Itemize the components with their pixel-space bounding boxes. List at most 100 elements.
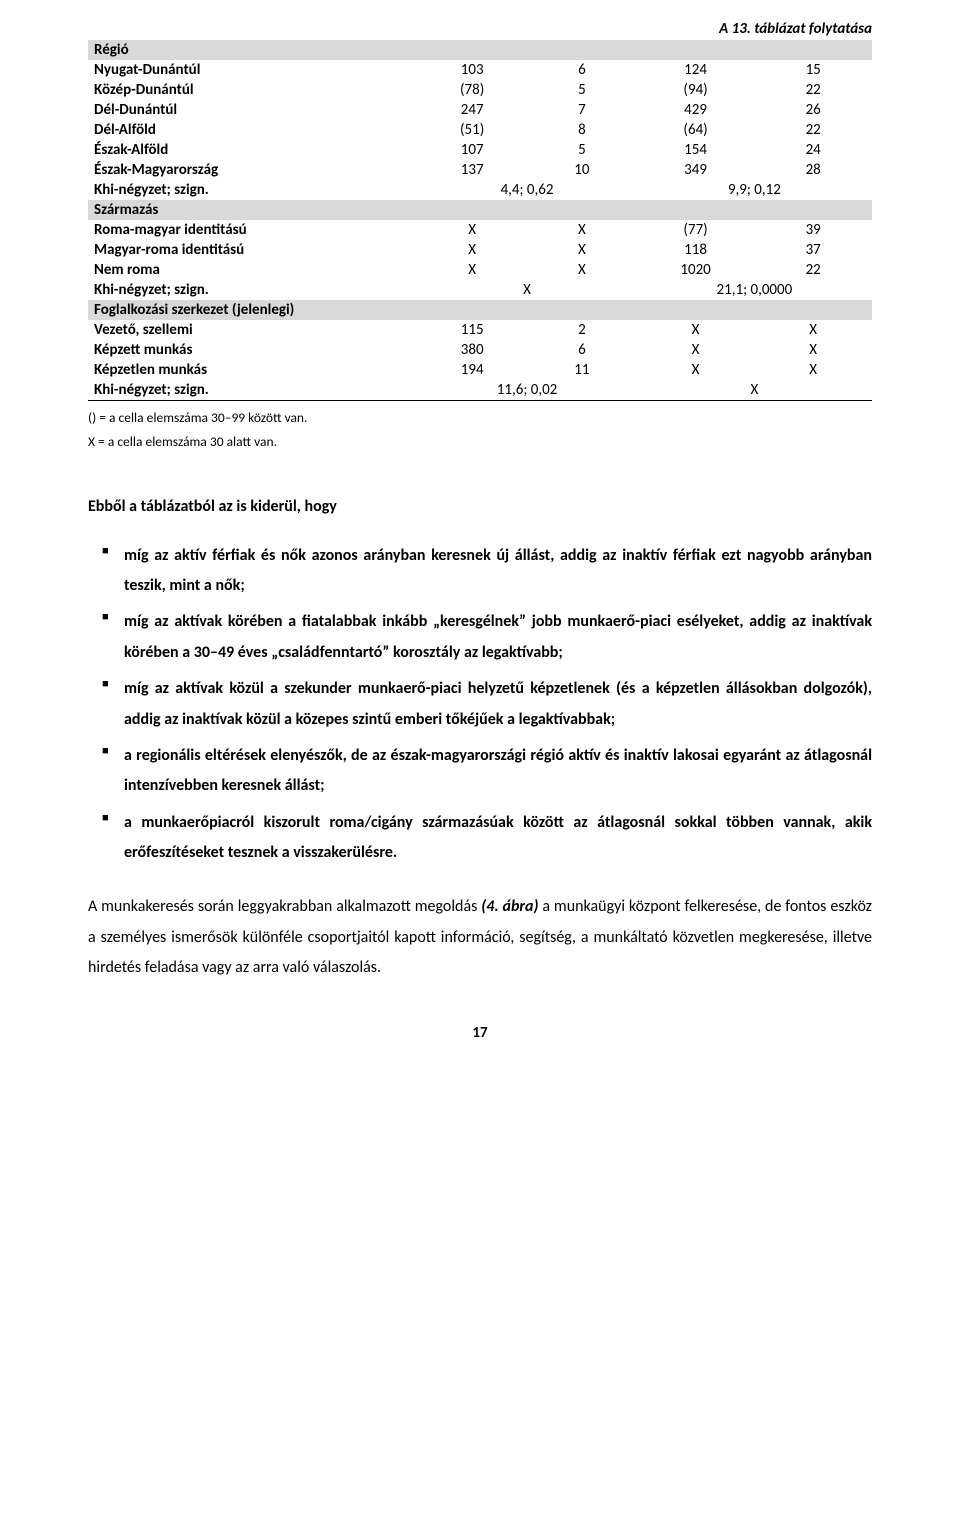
row-label: Dél-Alföld (88, 120, 417, 140)
cell: (51) (417, 120, 527, 140)
khi-right: 9,9; 0,12 (637, 180, 872, 200)
cell: 28 (754, 160, 872, 180)
cell: 6 (527, 60, 637, 80)
cell: 5 (527, 140, 637, 160)
table-continuation-title: A 13. táblázat folytatása (88, 20, 872, 38)
cell: 107 (417, 140, 527, 160)
cell: 103 (417, 60, 527, 80)
cell: X (637, 320, 755, 340)
cell: X (754, 320, 872, 340)
cell: 7 (527, 100, 637, 120)
table-row: Képzett munkás3806XX (88, 340, 872, 360)
row-label: Nem roma (88, 260, 417, 280)
khi-row: Khi-négyzet; szign.4,4; 0,629,9; 0,12 (88, 180, 872, 200)
cell: (78) (417, 80, 527, 100)
row-label: Roma-magyar identitású (88, 220, 417, 240)
cell: X (637, 340, 755, 360)
cell: 15 (754, 60, 872, 80)
cell: X (637, 360, 755, 380)
bullet-list: míg az aktív férfiak és nők azonos arány… (88, 541, 872, 869)
khi-right: X (637, 380, 872, 401)
body-text: Ebből a táblázatból az is kiderül, hogy … (88, 492, 872, 983)
row-label: Magyar-roma identitású (88, 240, 417, 260)
khi-left: 11,6; 0,02 (417, 380, 637, 401)
cell: 349 (637, 160, 755, 180)
row-label: Közép-Dunántúl (88, 80, 417, 100)
cell: 380 (417, 340, 527, 360)
cell: 11 (527, 360, 637, 380)
khi-row: Khi-négyzet; szign.X21,1; 0,0000 (88, 280, 872, 300)
table-row: Dél-Dunántúl247742926 (88, 100, 872, 120)
cell: X (417, 240, 527, 260)
row-label: Észak-Alföld (88, 140, 417, 160)
cell: 1020 (637, 260, 755, 280)
bullet-item: míg az aktívak közül a szekunder munkaer… (88, 674, 872, 735)
table-note: () = a cella elemszáma 30–99 között van. (88, 407, 872, 429)
table-row: Észak-Magyarország1371034928 (88, 160, 872, 180)
row-label: Észak-Magyarország (88, 160, 417, 180)
data-table: RégióNyugat-Dunántúl103612415Közép-Dunán… (88, 40, 872, 401)
table-row: Közép-Dunántúl(78)5(94)22 (88, 80, 872, 100)
khi-row: Khi-négyzet; szign.11,6; 0,02X (88, 380, 872, 401)
khi-label: Khi-négyzet; szign. (88, 380, 417, 401)
cell: 8 (527, 120, 637, 140)
cell: (64) (637, 120, 755, 140)
bullet-item: míg az aktív férfiak és nők azonos arány… (88, 541, 872, 602)
row-label: Képzett munkás (88, 340, 417, 360)
table-note: X = a cella elemszáma 30 alatt van. (88, 431, 872, 453)
cell: 26 (754, 100, 872, 120)
cell: 118 (637, 240, 755, 260)
cell: 39 (754, 220, 872, 240)
bullet-item: míg az aktívak körében a fiatalabbak ink… (88, 607, 872, 668)
table-row: Nem romaXX102022 (88, 260, 872, 280)
cell: X (754, 360, 872, 380)
cell: 22 (754, 80, 872, 100)
cell: 10 (527, 160, 637, 180)
table-row: Magyar-roma identitásúXX11837 (88, 240, 872, 260)
paragraph-pre: A munkakeresés során leggyakrabban alkal… (88, 897, 481, 916)
row-label: Dél-Dunántúl (88, 100, 417, 120)
page: A 13. táblázat folytatása RégióNyugat-Du… (0, 0, 960, 1520)
table-row: Nyugat-Dunántúl103612415 (88, 60, 872, 80)
table-row: Képzetlen munkás19411XX (88, 360, 872, 380)
cell: 24 (754, 140, 872, 160)
khi-left: X (417, 280, 637, 300)
lead-sentence: Ebből a táblázatból az is kiderül, hogy (88, 492, 872, 522)
cell: X (754, 340, 872, 360)
page-number: 17 (88, 1024, 872, 1042)
cell: X (417, 220, 527, 240)
cell: 115 (417, 320, 527, 340)
table-row: Dél-Alföld(51)8(64)22 (88, 120, 872, 140)
table-section-header: Származás (88, 200, 872, 220)
cell: (77) (637, 220, 755, 240)
table-notes: () = a cella elemszáma 30–99 között van.… (88, 407, 872, 452)
figure-reference: (4. ábra) (481, 897, 538, 916)
khi-right: 21,1; 0,0000 (637, 280, 872, 300)
khi-label: Khi-négyzet; szign. (88, 280, 417, 300)
table-row: Roma-magyar identitásúXX(77)39 (88, 220, 872, 240)
paragraph: A munkakeresés során leggyakrabban alkal… (88, 892, 872, 983)
table-section-header: Régió (88, 40, 872, 60)
cell: 137 (417, 160, 527, 180)
bullet-item: a munkaerőpiacról kiszorult roma/cigány … (88, 808, 872, 869)
table-section-header: Foglalkozási szerkezet (jelenlegi) (88, 300, 872, 320)
cell: X (527, 240, 637, 260)
cell: X (527, 260, 637, 280)
bullet-item: a regionális eltérések elenyészők, de az… (88, 741, 872, 802)
table-row: Vezető, szellemi1152XX (88, 320, 872, 340)
row-label: Vezető, szellemi (88, 320, 417, 340)
cell: 124 (637, 60, 755, 80)
row-label: Nyugat-Dunántúl (88, 60, 417, 80)
cell: 5 (527, 80, 637, 100)
cell: 429 (637, 100, 755, 120)
cell: 2 (527, 320, 637, 340)
cell: 22 (754, 120, 872, 140)
cell: 37 (754, 240, 872, 260)
cell: 194 (417, 360, 527, 380)
cell: 154 (637, 140, 755, 160)
khi-label: Khi-négyzet; szign. (88, 180, 417, 200)
row-label: Képzetlen munkás (88, 360, 417, 380)
cell: X (417, 260, 527, 280)
cell: 22 (754, 260, 872, 280)
cell: (94) (637, 80, 755, 100)
